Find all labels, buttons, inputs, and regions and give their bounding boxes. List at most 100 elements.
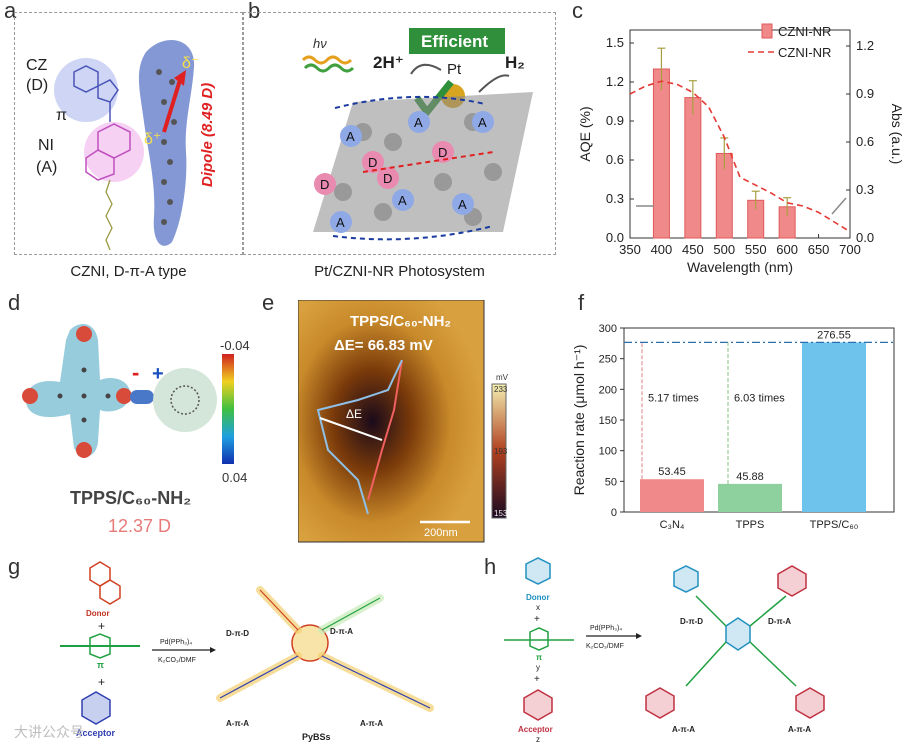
- chart-f-ylabel: Reaction rate (μmol h⁻¹): [571, 345, 587, 496]
- delta-minus: δ⁻: [182, 55, 199, 72]
- chart-c-ytick-label: 1.2: [606, 74, 624, 89]
- chart-c-xtick-label: 650: [808, 242, 830, 257]
- chart-c-ytick2-label: 0.6: [856, 134, 874, 149]
- panel-g-figure: Donor + π + Acceptor Pd(PPh₃)₄ K₂CO₃/DMF…: [60, 561, 434, 742]
- aqe-chart: 350 400 450 500 550 600 650 7000.00.30.60.91.21…: [577, 23, 902, 275]
- panel-letter-e: e: [262, 290, 275, 315]
- chart-c-ytick-label: 0.6: [606, 152, 624, 167]
- chart-c-ytick-label: 1.5: [606, 35, 624, 50]
- h-arm-dpa: D-π-A: [768, 617, 791, 626]
- chart-c-bar: [684, 97, 702, 239]
- esp-colorbar: [222, 354, 234, 464]
- chart-f-annotation-1: 5.17 times: [648, 393, 699, 405]
- g-reagent-2: K₂CO₃/DMF: [158, 657, 196, 664]
- h-pyrene-core: [725, 617, 751, 651]
- lattice-a-1: A: [346, 129, 355, 144]
- chart-c-ytick2-label: 1.2: [856, 38, 874, 53]
- lattice-d-4: D: [383, 171, 392, 186]
- h-x-label: x: [536, 603, 540, 612]
- d-label: (D): [26, 77, 48, 94]
- g-arm-apa-1: A-π-A: [226, 719, 249, 728]
- panel-a-caption: CZNI, D-π-A type: [70, 263, 187, 280]
- chart-c-ylabel2: Abs (a.u.): [889, 104, 902, 165]
- h-reagent-2: K₂CO₃/DMF: [586, 643, 624, 650]
- lattice-a-6: A: [458, 197, 467, 212]
- dipole-label: Dipole (8.49 D): [199, 83, 216, 187]
- kpfm-top: 233: [494, 385, 508, 394]
- h-donor-label: Donor: [526, 593, 550, 602]
- g-pi-label: π: [97, 660, 104, 670]
- kpfm-unit: mV: [496, 373, 509, 382]
- panel-letter-f: f: [578, 290, 585, 315]
- kpfm-delta-label: ΔE: [346, 407, 362, 421]
- pi-label: π: [56, 107, 67, 124]
- panel-letter-g: g: [8, 554, 21, 579]
- chart-f-category-label: TPPS/C₆₀: [810, 519, 859, 531]
- lattice-a-3: A: [478, 115, 487, 130]
- chart-f-ytick-label: 100: [599, 446, 617, 458]
- plus-sign: +: [152, 363, 164, 385]
- chart-f-category-label: C₃N₄: [660, 519, 685, 531]
- chart-c-bar: [652, 68, 670, 239]
- chart-f-value-label: 53.45: [658, 466, 686, 478]
- hv-label: hν: [313, 36, 327, 51]
- chart-f-ytick-label: 200: [599, 384, 617, 396]
- lattice-a-2: A: [414, 115, 423, 130]
- panel-a-figure: CZ (D) π NI (A) δ⁻ δ⁺ Dipole (8.49 D): [26, 40, 216, 251]
- esp-scale-top: -0.04: [220, 338, 250, 353]
- g-donor-label: Donor: [86, 609, 110, 618]
- panel-e-figure: TPPS/C₆₀-NH₂ ΔE= 66.83 mV ΔE 200nm mV 23…: [298, 300, 509, 543]
- chart-f-annotation-2: 6.03 times: [734, 393, 785, 405]
- g-arm-apa-2: A-π-A: [360, 719, 383, 728]
- panel-letter-d: d: [8, 290, 21, 315]
- chart-f-ytick-label: 300: [599, 323, 617, 335]
- chart-c-xlabel: Wavelength (nm): [687, 259, 793, 275]
- kpfm-bottom: 153: [494, 509, 508, 518]
- chart-f-ytick-label: 250: [599, 354, 617, 366]
- lattice-d-2: D: [438, 145, 447, 160]
- kpfm-scalebar: 200nm: [424, 527, 458, 539]
- g-plus-2: +: [98, 675, 105, 689]
- panel-letter-a: a: [4, 0, 17, 23]
- kpfm-colorbar: [491, 383, 507, 519]
- chart-c-ytick2-label: 0.3: [856, 182, 874, 197]
- h2-label: H₂: [505, 53, 525, 72]
- h-acceptor-label: Acceptor: [518, 725, 553, 734]
- tpps-dipole: 12.37 D: [108, 516, 171, 536]
- panel-letter-b: b: [248, 0, 261, 23]
- h-y-label: y: [536, 663, 540, 672]
- kpfm-delta-e: ΔE= 66.83 mV: [334, 337, 433, 354]
- c60-sphere: [153, 368, 217, 432]
- chart-c-right-arrow: [831, 197, 847, 215]
- panel-b-figure: hν Efficient 2H⁺ Pt H₂ A A A A A A D D D…: [301, 28, 533, 241]
- h-arm-apa-2: A-π-A: [788, 725, 811, 734]
- h-arm-apa-1: A-π-A: [672, 725, 695, 734]
- chart-c-ytick-label: 0.3: [606, 191, 624, 206]
- h2plus-label: 2H⁺: [373, 53, 404, 72]
- chart-c-ytick-label: 0.0: [606, 230, 624, 245]
- h-plus-1: +: [534, 614, 540, 625]
- chart-c-ytick-label: 0.9: [606, 113, 624, 128]
- tpps-c60-title: TPPS/C₆₀-NH₂: [70, 488, 191, 508]
- chart-c-xtick-label: 550: [745, 242, 767, 257]
- chart-c-xtick-label: 600: [776, 242, 798, 257]
- panel-letter-h: h: [484, 554, 497, 579]
- reaction-rate-chart: 0 50 100 150 200 250 300 Reaction rate (μmol h⁻…: [571, 323, 895, 531]
- chart-c-xtick-label: 350: [619, 242, 641, 257]
- g-acceptor-label: Acceptor: [76, 728, 116, 738]
- h-z-label: z: [536, 735, 540, 744]
- minus-sign: -: [132, 360, 139, 385]
- chart-c-ytick2-label: 0.9: [856, 86, 874, 101]
- chart-c-xtick-label: 450: [682, 242, 704, 257]
- chart-c-legend-line-label: CZNI-NR: [778, 45, 831, 60]
- chart-c-ylabel: AQE (%): [577, 106, 593, 161]
- panel-b-frame: [243, 12, 556, 255]
- pt-label: Pt: [447, 61, 462, 78]
- h-plus-2: +: [534, 674, 540, 685]
- lattice-a-5: A: [398, 193, 407, 208]
- h-arm-dpd: D-π-D: [680, 617, 703, 626]
- panel-a-frame: [14, 12, 243, 255]
- chart-c-xtick-label: 400: [651, 242, 673, 257]
- h-pi-label: π: [536, 653, 542, 662]
- chart-f-bar: [802, 342, 866, 512]
